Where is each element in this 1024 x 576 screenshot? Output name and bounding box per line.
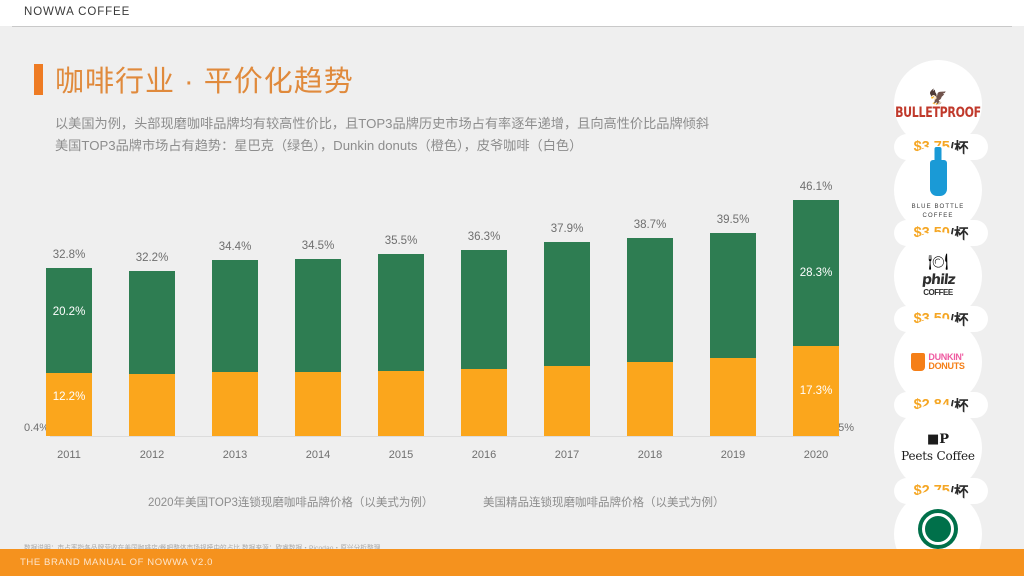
bar-segment-dunkin [378, 370, 424, 436]
brand-name: NOWWA COFFEE [24, 6, 131, 18]
bar-group: 35.5% 2015 [378, 235, 424, 461]
blue-bottle-icon [929, 159, 947, 196]
bar-total-label: 32.8% [52, 249, 86, 262]
bar-total-label: 34.4% [218, 240, 252, 253]
slide-body: 咖啡行业 · 平价化趋势 以美国为例，头部现磨咖啡品牌均有较高性价比，且TOP3… [0, 27, 1024, 576]
x-axis-tick-label: 2018 [637, 449, 663, 461]
subtitle-block: 以美国为例，头部现磨咖啡品牌均有较高性价比，且TOP3品牌历史市场占有率逐年递增… [55, 113, 709, 157]
bar-total-label: 36.3% [467, 231, 501, 244]
bar-segment-dunkin [710, 358, 756, 436]
x-axis-tick-label: 2014 [305, 449, 331, 461]
segment-value-label: 17.3% [799, 385, 833, 398]
brand-price-rail: 🦅 BULLETPROOF $3.75/杯 BLUE BOTTLECOFFEE … [880, 54, 1024, 576]
bar-segment-dunkin: 17.3% [793, 346, 839, 436]
footer-text: THE BRAND MANUAL OF NOWWA V2.0 [20, 557, 214, 568]
x-axis-tick-label: 2019 [720, 449, 746, 461]
bar-group: 38.7% 2018 [627, 219, 673, 461]
bulletproof-bird-icon: 🦅 [928, 88, 948, 106]
bar-segment-starbucks: 28.3% [793, 199, 839, 347]
segment-value-label: 28.3% [799, 267, 833, 280]
bar-segment-dunkin [627, 362, 673, 436]
x-axis-tick-label: 2017 [554, 449, 580, 461]
bar-group: 39.5% 2019 [710, 214, 756, 461]
dunkin-lockup: DUNKIN' DONUTS [911, 351, 965, 372]
blue-bottle-logo: BLUE BOTTLE COFFEE [894, 146, 982, 234]
bar-group: 36.3% 2016 [461, 231, 507, 461]
segment-value-label: 12.2% [52, 390, 86, 403]
x-axis-tick-label: 2015 [388, 449, 414, 461]
bar-segment-starbucks [378, 254, 424, 371]
dunkin-wordmark: DUNKIN' [928, 351, 964, 362]
subtitle-line-2: 美国TOP3品牌市场占有趋势：星巴克（绿色），Dunkin donuts（橙色）… [55, 138, 583, 153]
x-axis-tick-label: 2020 [803, 449, 829, 461]
x-axis-tick-label: 2016 [471, 449, 497, 461]
bar-group: 34.5% 2014 [295, 240, 341, 461]
peets-monogram-icon: ■P [926, 432, 950, 447]
subtitle-line-1: 以美国为例，头部现磨咖啡品牌均有较高性价比，且TOP3品牌历史市场占有率逐年递增… [55, 116, 710, 131]
bar-total-label: 34.5% [301, 240, 335, 253]
peets-share-label-left: 0.4% [24, 422, 50, 434]
starbucks-siren-icon [918, 508, 958, 549]
bar-segment-dunkin [212, 372, 258, 436]
bar-group: 32.8% 20.2% 12.2% 2011 [46, 249, 92, 461]
philz-cup-icon: 🍽 [927, 254, 949, 271]
bar-segment-starbucks [627, 237, 673, 363]
bar-segment-dunkin: 12.2% [46, 372, 92, 436]
header-divider [12, 26, 1012, 27]
peets-coffee-logo: ■P Peets Coffee [894, 404, 982, 492]
donuts-wordmark: DONUTS [928, 361, 965, 371]
bar-segment-starbucks: 20.2% [46, 268, 92, 373]
app-header: NOWWA COFFEE [0, 0, 1024, 26]
bulletproof-wordmark: BULLETPROOF [895, 103, 981, 121]
brand-price-card[interactable]: 🦅 BULLETPROOF $3.75/杯 [894, 60, 988, 160]
dunkin-cup-icon [911, 353, 926, 371]
bar-total-label: 38.7% [633, 218, 667, 231]
data-source-footnote: 数据说明：市占率指各品牌营收在美国咖啡店/餐吧整体市场规模中的占比 数据来源：欧… [24, 542, 380, 552]
bar-group: 32.2% 2012 [129, 252, 175, 461]
bar-total-label: 39.5% [716, 214, 750, 227]
brand-price-card[interactable]: 🍽 philz COFFEE $3.50/杯 [894, 232, 988, 332]
philz-wordmark: philz [920, 272, 956, 288]
blue-bottle-wordmark: BLUE BOTTLE COFFEE [911, 203, 965, 219]
bar-segment-dunkin [129, 373, 175, 436]
chart-caption-left: 2020年美国TOP3连锁现磨咖啡品牌价格（以美式为例） [148, 497, 434, 509]
chart-baseline [50, 436, 840, 437]
x-axis-tick-label: 2011 [57, 449, 81, 461]
bar-segment-starbucks [212, 259, 258, 373]
market-share-stacked-bar-chart: 0.4% 0.5% 32.8% 20.2% 12.2% 2011 32.2% 2012 34… [24, 177, 854, 461]
segment-value-label: 20.2% [52, 306, 86, 319]
bar-segment-starbucks [710, 233, 756, 359]
x-axis-tick-label: 2012 [139, 449, 165, 461]
bulletproof-logo: 🦅 BULLETPROOF [894, 60, 982, 148]
page-title: 咖啡行业 · 平价化趋势 [34, 58, 354, 100]
bar-group: 34.4% 2013 [212, 241, 258, 461]
bar-total-label: 46.1% [799, 180, 833, 193]
bar-segment-dunkin [295, 371, 341, 436]
chart-caption-right: 美国精品连锁现磨咖啡品牌价格（以美式为例） [483, 497, 725, 509]
slide-footer: THE BRAND MANUAL OF NOWWA V2.0 [0, 549, 1024, 576]
x-axis-tick-label: 2013 [222, 449, 248, 461]
bar-segment-starbucks [461, 250, 507, 369]
philz-sub-wordmark: COFFEE [923, 288, 953, 297]
bar-segment-starbucks [295, 259, 341, 372]
bar-total-label: 37.9% [550, 222, 584, 235]
bar-segment-dunkin [544, 366, 590, 436]
bar-segment-starbucks [129, 271, 175, 374]
brand-price-card[interactable]: DUNKIN' DONUTS $2.84/杯 [894, 318, 988, 418]
bar-total-label: 32.2% [135, 252, 169, 265]
dunkin-donuts-logo: DUNKIN' DONUTS [894, 318, 982, 406]
bar-group: 46.1% 28.3% 17.3% 2020 [793, 181, 839, 461]
title-accent-bar [34, 63, 43, 95]
title-text: 咖啡行业 · 平价化趋势 [55, 66, 354, 98]
bar-segment-dunkin [461, 368, 507, 436]
bar-group: 37.9% 2017 [544, 223, 590, 461]
brand-price-card[interactable]: ■P Peets Coffee $2.75/杯 [894, 404, 988, 504]
bar-segment-starbucks [544, 241, 590, 367]
philz-logo: 🍽 philz COFFEE [894, 232, 982, 320]
peets-wordmark: Peets Coffee [901, 449, 975, 463]
bar-total-label: 35.5% [384, 235, 418, 248]
